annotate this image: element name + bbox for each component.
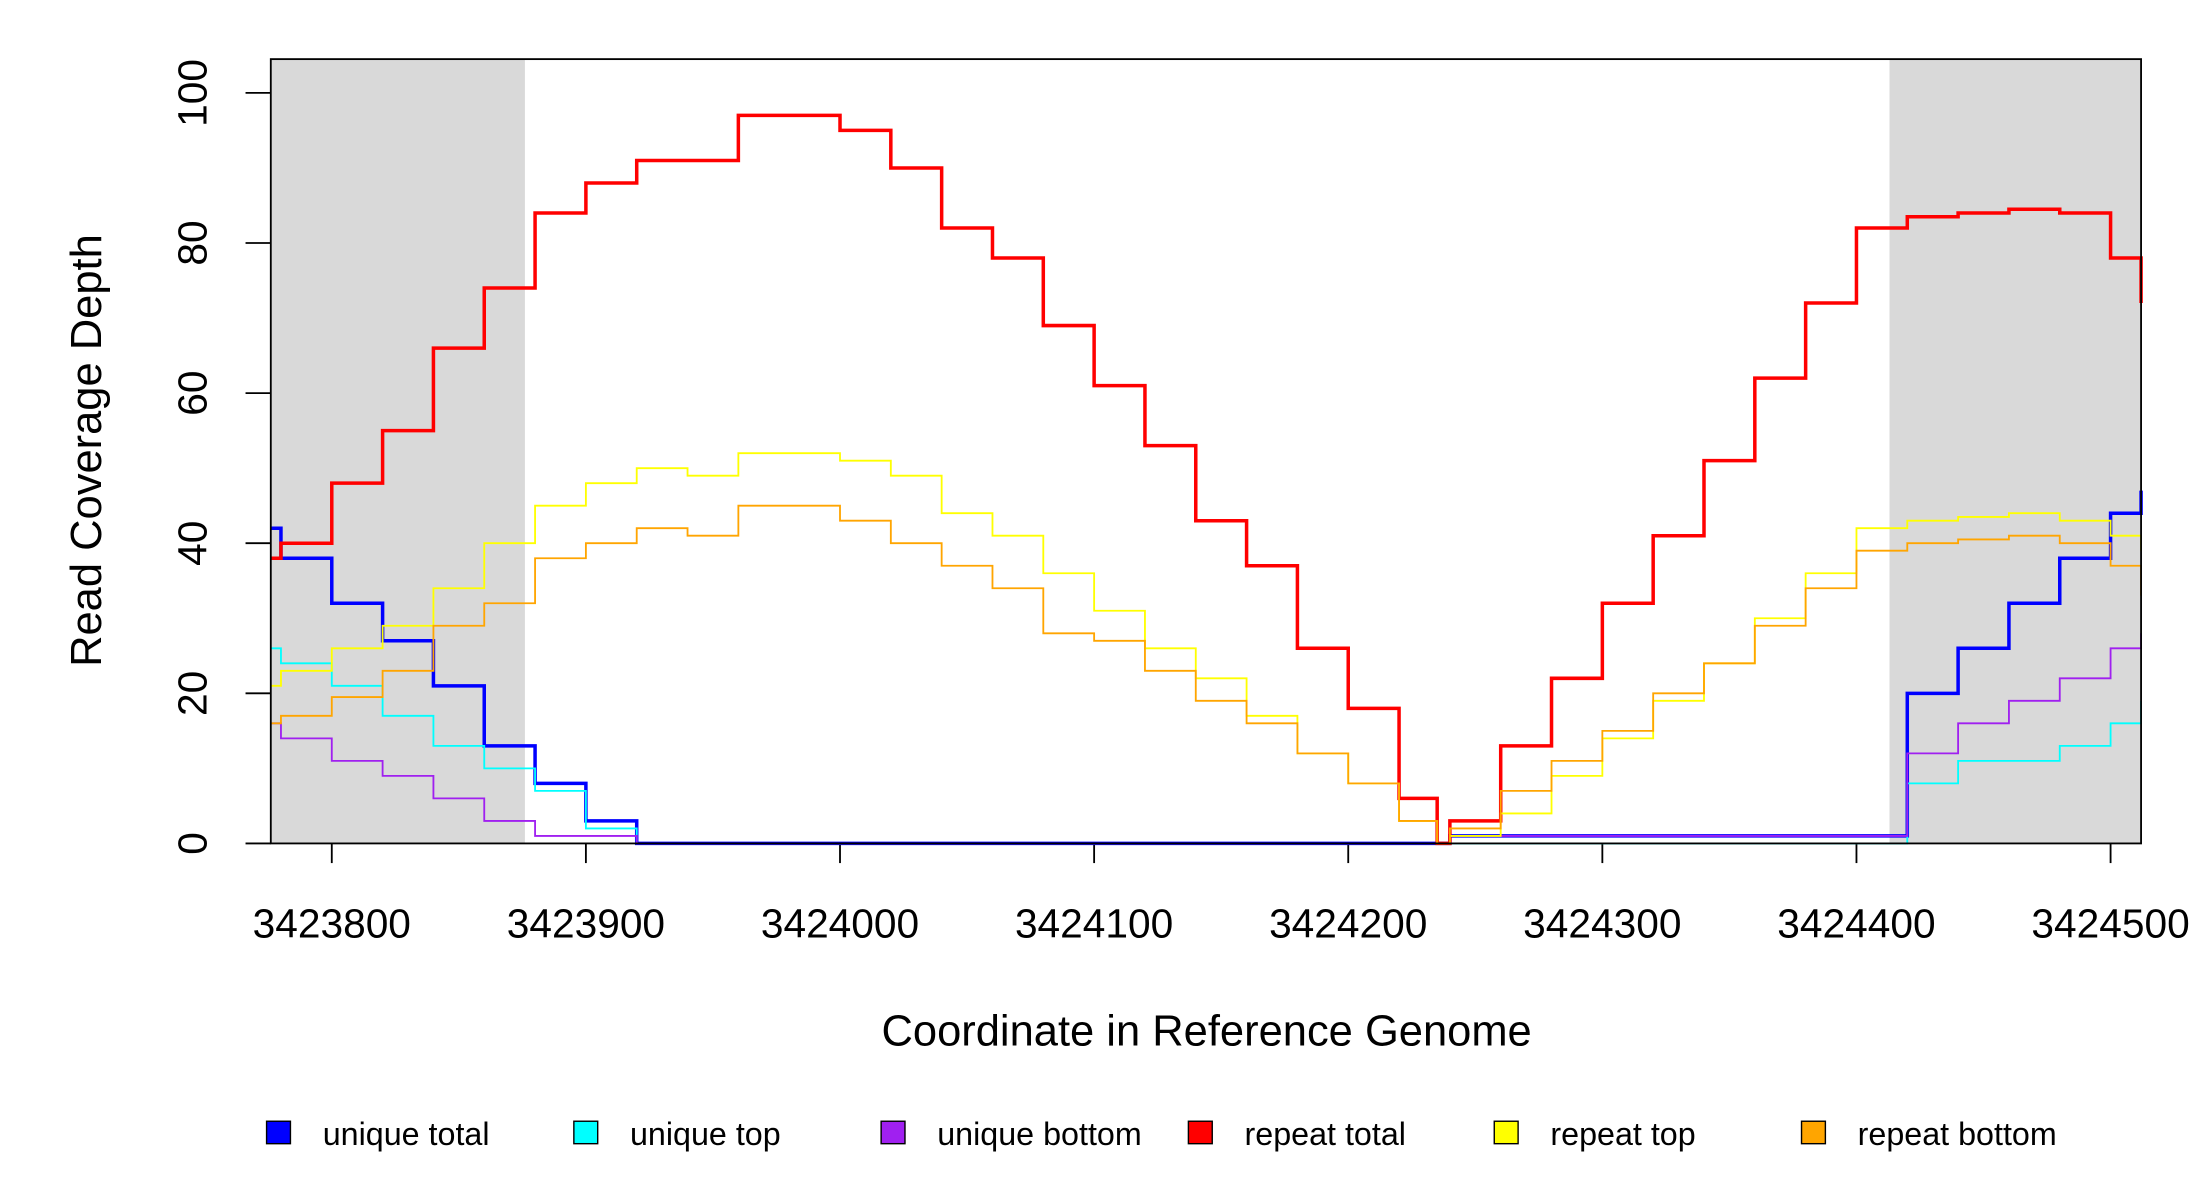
x-tick-label: 3423900: [507, 900, 665, 946]
x-tick-label: 3424500: [2031, 900, 2189, 946]
shaded-region: [1889, 59, 2142, 844]
legend-label: unique top: [630, 1116, 781, 1152]
legend-label: unique total: [323, 1116, 490, 1152]
y-tick-label: 100: [169, 59, 215, 127]
legend-label: repeat top: [1550, 1116, 1695, 1152]
legend-swatch: [573, 1120, 599, 1145]
series-line: [270, 633, 2142, 845]
y-axis-label: Read Coverage Depth: [63, 234, 111, 667]
series-line: [270, 113, 2143, 846]
legend-swatch: [265, 1120, 292, 1145]
legend-swatch: [1493, 1120, 1519, 1145]
y-tick-label: 0: [169, 832, 215, 855]
x-tick-label: 3424000: [761, 900, 919, 946]
legend-label: unique bottom: [937, 1116, 1142, 1152]
plot-frame: [269, 58, 2142, 845]
y-tick-label: 20: [169, 671, 215, 716]
x-tick-label: 3424400: [1777, 900, 1935, 946]
x-tick-label: 3423800: [253, 900, 411, 946]
shaded-region: [270, 59, 525, 844]
x-tick-label: 3424100: [1015, 900, 1173, 946]
legend-swatch: [1187, 1120, 1213, 1145]
y-tick-label: 60: [169, 370, 215, 415]
legend-swatch: [1800, 1120, 1827, 1145]
x-axis-label: Coordinate in Reference Genome: [882, 1007, 1532, 1055]
legend-label: repeat bottom: [1858, 1116, 2057, 1152]
series-line: [270, 504, 2142, 845]
x-tick-label: 3424200: [1269, 900, 1427, 946]
y-tick-label: 80: [169, 220, 215, 265]
y-tick-label: 40: [169, 521, 215, 566]
x-tick-label: 3424300: [1523, 900, 1681, 946]
legend-label: repeat total: [1245, 1116, 1406, 1152]
legend-swatch: [880, 1120, 906, 1145]
